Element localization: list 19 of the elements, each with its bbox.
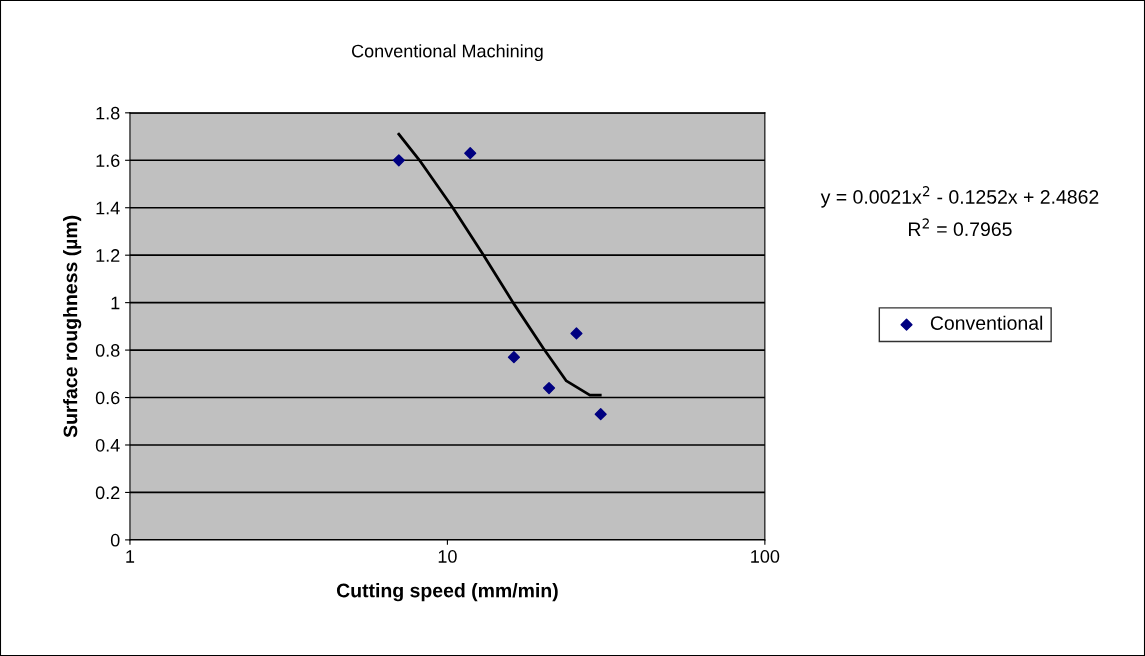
y-tick-label: 1.4 [96,201,120,215]
legend-label: Conventional [930,315,1043,330]
y-axis-title: Surface roughness (µm) [63,215,82,438]
y-tick-label: 0.8 [95,344,120,357]
y-tick-label: 1 [111,296,120,310]
y-tick-label: 0.2 [95,486,120,500]
y-tick-label: 0.6 [95,391,120,405]
x-tick-label: 10 [438,550,457,563]
y-tick-label: 1.8 [96,106,120,120]
x-tick-label: 1 [126,550,135,563]
y-tick-label: 0.4 [95,438,120,452]
y-tick-label: 1.2 [96,249,120,262]
text: y = 0.0021x$^{2}$ - 0.1252x + 2.4862 [820,186,1099,208]
chart-title: Conventional Machining [351,44,543,62]
text: R$^{2}$ = 0.7965 [909,218,1012,237]
y-tick-label: 0 [110,533,120,547]
y-tick-label: 1.6 [96,154,120,167]
x-axis-title: Cutting speed (mm/min) [336,583,558,602]
x-tick-label: 100 [751,550,780,563]
